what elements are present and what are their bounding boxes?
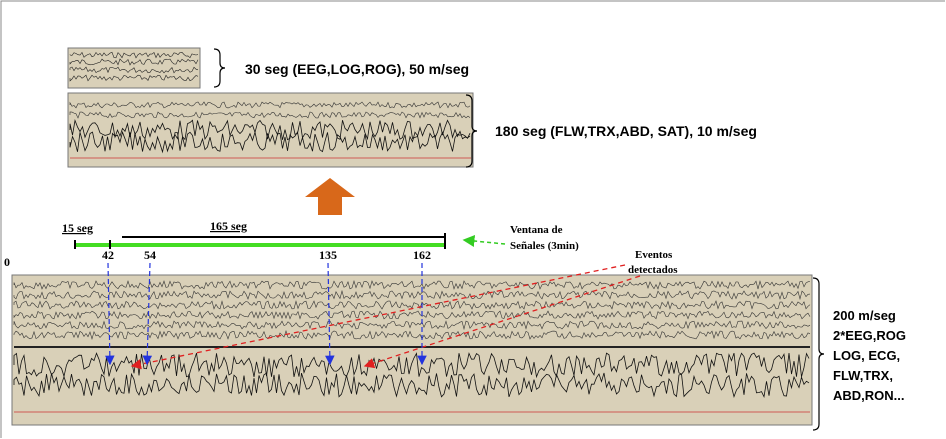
window-pointer <box>464 240 505 244</box>
up-arrow <box>305 178 355 215</box>
bottom-strip-label: 200 m/seg <box>833 308 896 323</box>
origin-label: 0 <box>4 255 10 269</box>
brace <box>813 278 824 430</box>
events-label: detectados <box>628 264 678 276</box>
window-label: Ventana de <box>510 224 563 236</box>
diagram: 30 seg (EEG,LOG,ROG), 50 m/seg 180 seg (… <box>0 0 946 439</box>
event-label: 42 <box>102 248 114 262</box>
bottom-strip-label: 2*EEG,ROG <box>833 328 906 343</box>
middle-strip-label: 180 seg (FLW,TRX,ABD, SAT), 10 m/seg <box>495 123 757 139</box>
bottom-strip-label: ABD,RON... <box>833 388 905 403</box>
start-label: 15 seg <box>62 221 93 235</box>
bottom-strip-label: LOG, ECG, <box>833 348 900 363</box>
bottom-strip-label: FLW,TRX, <box>833 368 893 383</box>
bottom-strip <box>12 275 812 425</box>
event-label: 54 <box>144 248 156 262</box>
top-strip-label: 30 seg (EEG,LOG,ROG), 50 m/seg <box>245 61 469 77</box>
event-label: 135 <box>319 248 337 262</box>
window-label: Señales (3min) <box>510 240 579 252</box>
main-label: 165 seg <box>210 219 247 233</box>
events-label: Eventos <box>635 249 673 261</box>
event-label: 162 <box>413 248 431 262</box>
brace <box>214 49 225 87</box>
